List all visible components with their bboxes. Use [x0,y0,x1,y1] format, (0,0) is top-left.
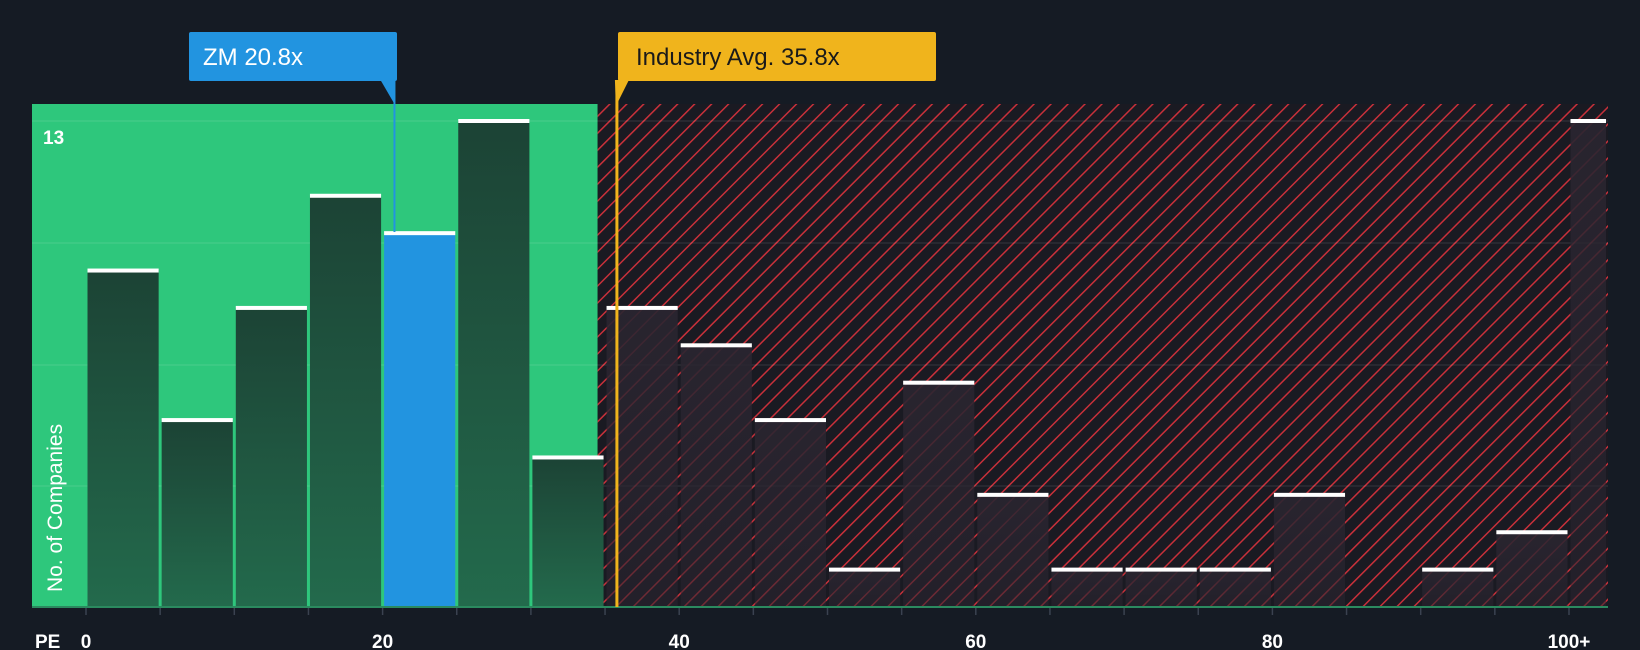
histogram-bar [903,382,975,607]
histogram-bar [829,569,901,607]
x-tick-label: 40 [669,632,690,650]
y-max-label: 13 [43,128,64,149]
histogram-bars [87,119,1606,607]
industry-callout-pointer [614,80,629,106]
histogram-bar-cap [458,119,530,123]
histogram-bar [1199,569,1271,607]
histogram-bar-cap [87,268,159,273]
histogram-bar [1273,494,1346,607]
x-tick-label: 60 [965,632,986,650]
industry-avg-marker: Industry Avg. 35.8x [614,32,936,607]
histogram-bar-cap [309,193,382,198]
histogram-bar-cap [532,455,604,460]
x-tick-label: 100+ [1548,632,1591,650]
histogram-bar [309,195,382,607]
company-callout-pointer [380,80,395,104]
y-axis-label: No. of Companies [44,424,67,592]
histogram-bar-cap [384,231,456,236]
histogram-bar [1570,121,1606,607]
histogram-bar [1051,569,1123,607]
histogram-bar-cap [1422,567,1494,572]
histogram-bar [458,121,530,607]
histogram-bar-cap [235,305,307,310]
histogram-bar-cap [977,492,1049,497]
histogram-bar-cap [754,418,826,423]
company-callout-box [189,32,397,81]
histogram-bar-cap [1051,567,1123,572]
company-marker: ZM 20.8x [189,32,397,232]
histogram-bar-cap [161,418,233,423]
histogram-bar [1125,569,1197,607]
x-tick-label: 80 [1262,632,1283,650]
histogram-bar-cap [1199,567,1271,572]
x-tick-label: 20 [372,632,393,650]
histogram-bar [87,270,159,607]
histogram-bar-cap [1496,530,1568,535]
histogram-bar [754,420,826,607]
histogram-bar [161,420,233,607]
histogram-bar-cap [1570,119,1606,123]
x-axis-ticks: 0 20 40 60 80 100+ [81,607,1591,650]
industry-callout-box [618,32,936,81]
histogram-bar [235,307,307,607]
histogram-bar [680,345,752,607]
histogram-bar-cap [829,567,901,572]
x-tick-label: 0 [81,632,92,650]
histogram-bar [977,494,1049,607]
histogram-bar [1496,532,1568,607]
histogram-bar-cap [606,305,678,310]
histogram-bar-cap [680,343,752,348]
histogram-bar [532,457,604,607]
histogram-bar [384,233,456,607]
x-axis-title: PE [35,632,60,650]
histogram-bar [1422,569,1494,607]
company-callout-label: ZM 20.8x [203,44,303,71]
industry-callout-label: Industry Avg. 35.8x [636,44,840,71]
histogram-bar-cap [1273,492,1346,497]
histogram-bar-cap [1125,567,1197,572]
histogram-bar-cap [903,380,975,385]
